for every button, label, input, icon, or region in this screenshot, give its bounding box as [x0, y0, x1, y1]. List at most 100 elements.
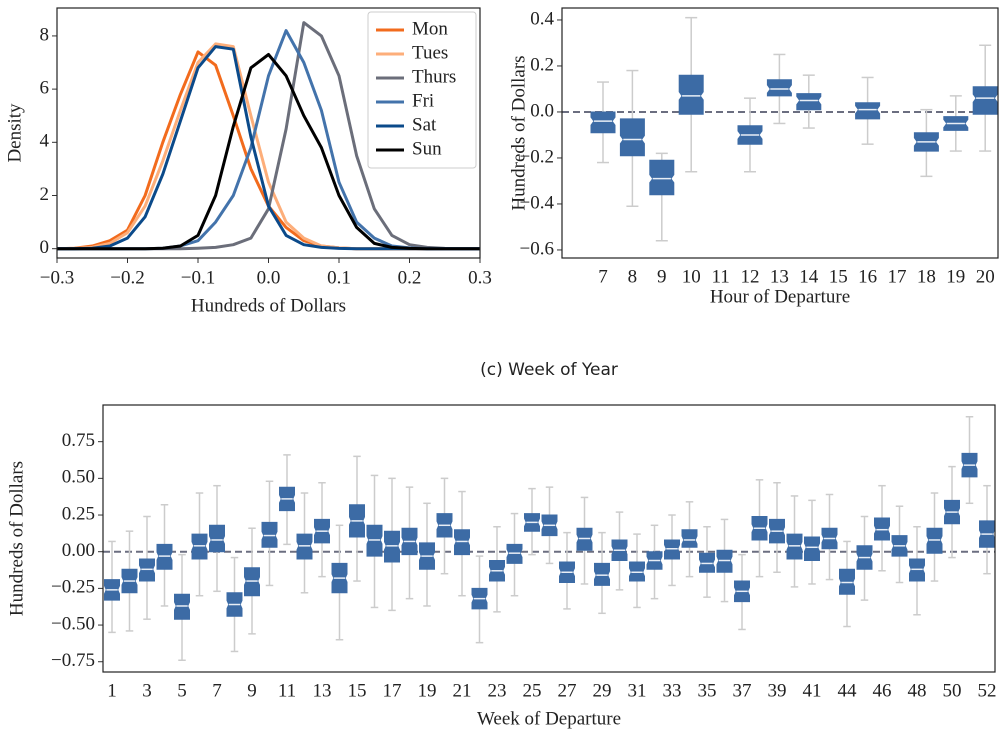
x-tick-label: 13	[770, 266, 789, 287]
density-line	[57, 53, 480, 251]
legend-label: Mon	[412, 18, 448, 39]
y-tick-label: 0.4	[530, 8, 554, 29]
x-tick-label: 0.1	[327, 267, 351, 288]
x-tick-label: 37	[733, 680, 752, 701]
x-tick-label: 18	[917, 266, 936, 287]
y-tick-label: 0	[40, 237, 50, 258]
y-axis-label: Hundreds of Dollars	[508, 55, 529, 210]
x-tick-label: 7	[598, 266, 608, 287]
plot-frame	[561, 7, 999, 259]
box	[972, 86, 998, 115]
box	[649, 159, 675, 196]
chart-title: (c) Week of Year	[480, 360, 618, 380]
box	[209, 524, 225, 553]
y-tick-label: 2	[40, 184, 50, 205]
box	[678, 74, 704, 115]
x-tick-label: 8	[628, 266, 638, 287]
x-tick-label: 0.0	[257, 267, 281, 288]
plot-frame	[56, 7, 481, 259]
x-axis-label: Week of Departure	[477, 708, 621, 729]
y-tick-label: 4	[40, 131, 50, 152]
x-tick-label: 25	[523, 680, 542, 701]
x-tick-label: 10	[682, 266, 701, 287]
x-tick-label: 15	[829, 266, 848, 287]
x-tick-label: 9	[657, 266, 667, 287]
box	[766, 79, 792, 97]
x-tick-label: 11	[711, 266, 729, 287]
box	[855, 102, 881, 120]
y-tick-label: 8	[40, 24, 50, 45]
x-tick-label: 9	[247, 680, 257, 701]
x-tick-label: 29	[593, 680, 612, 701]
x-tick-label: 12	[741, 266, 760, 287]
y-tick-label: 0.25	[62, 503, 95, 524]
x-tick-label: 13	[313, 680, 332, 701]
y-tick-label: 0.75	[62, 430, 95, 451]
x-tick-label: 5	[177, 680, 187, 701]
x-tick-label: 46	[873, 680, 892, 701]
x-tick-label: 11	[278, 680, 296, 701]
x-tick-label: 41	[803, 680, 822, 701]
x-tick-label: 19	[418, 680, 437, 701]
y-tick-label: −0.25	[51, 577, 95, 598]
y-tick-label: −0.6	[520, 238, 554, 259]
x-tick-label: 14	[799, 266, 819, 287]
x-tick-label: 17	[383, 680, 402, 701]
x-tick-label: 52	[978, 680, 997, 701]
legend-label: Thurs	[412, 66, 456, 87]
x-tick-label: 3	[142, 680, 152, 701]
x-tick-label: 17	[888, 266, 907, 287]
x-tick-label: 15	[348, 680, 367, 701]
plot-frame	[102, 404, 996, 673]
box	[590, 111, 616, 134]
y-tick-label: 0.0	[530, 100, 554, 121]
plot-lines	[56, 21, 480, 251]
x-tick-label: −0.3	[40, 267, 74, 288]
y-tick-label: 6	[40, 77, 50, 98]
x-axis-label: Hundreds of Dollars	[191, 295, 346, 316]
box	[594, 562, 610, 586]
x-axis-label: Hour of Departure	[710, 286, 850, 307]
legend-frame	[367, 11, 477, 169]
y-tick-label: −0.75	[51, 650, 95, 671]
x-tick-label: 0.2	[398, 267, 422, 288]
x-tick-label: 21	[453, 680, 472, 701]
legend-label: Fri	[412, 90, 434, 111]
x-tick-label: 33	[663, 680, 682, 701]
box	[619, 118, 645, 157]
box	[384, 530, 400, 563]
box	[804, 536, 820, 561]
x-tick-label: 19	[946, 266, 965, 287]
x-tick-label: 50	[943, 680, 962, 701]
x-tick-label: −0.2	[110, 267, 144, 288]
y-tick-label: −0.50	[51, 613, 95, 634]
x-tick-label: 7	[212, 680, 222, 701]
box	[839, 568, 855, 595]
legend-label: Tues	[412, 42, 448, 63]
x-tick-label: 20	[976, 266, 995, 287]
x-tick-label: 35	[698, 680, 717, 701]
x-tick-label: 23	[488, 680, 507, 701]
box	[796, 93, 822, 111]
x-tick-label: 16	[858, 266, 877, 287]
y-tick-label: −0.2	[520, 146, 554, 167]
y-tick-label: 0.2	[530, 54, 554, 75]
box	[681, 529, 698, 548]
x-tick-label: 0.3	[468, 267, 492, 288]
y-tick-label: 0.50	[62, 467, 95, 488]
x-tick-label: 44	[838, 680, 858, 701]
y-axis-label: Density	[4, 103, 25, 163]
legend: Mon Tues Thurs Fri Sat Sun	[367, 11, 477, 169]
y-tick-label: 0.00	[62, 540, 95, 561]
x-tick-label: 27	[558, 680, 577, 701]
x-tick-label: 39	[768, 680, 787, 701]
x-tick-label: 1	[107, 680, 117, 701]
x-tick-label: 48	[908, 680, 927, 701]
legend-label: Sat	[412, 114, 437, 135]
y-axis-label: Hundreds of Dollars	[6, 461, 27, 616]
y-tick-label: −0.4	[520, 192, 555, 213]
legend-label: Sun	[412, 138, 442, 159]
x-tick-label: −0.1	[181, 267, 215, 288]
